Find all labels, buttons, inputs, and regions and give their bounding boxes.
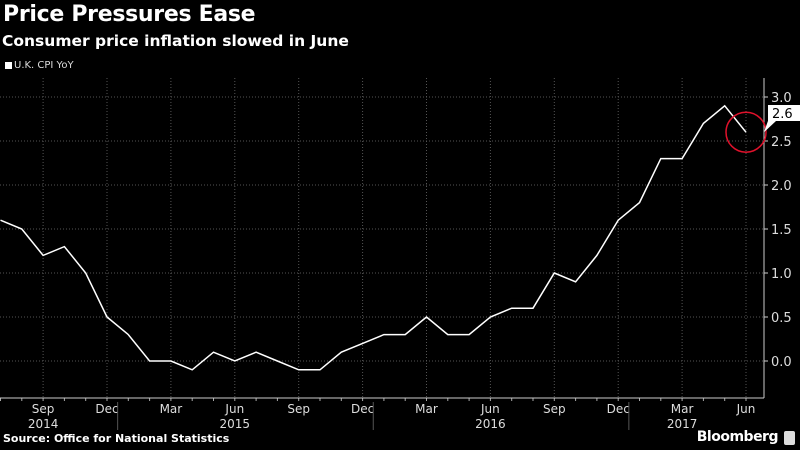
legend-swatch-icon [5,62,12,69]
x-tick-label: Sep [543,402,566,416]
x-tick-label: Sep [32,402,55,416]
legend: U.K. CPI YoY [5,60,74,71]
x-year-label: 2014 [28,417,59,431]
source-note: Source: Office for National Statistics [3,432,230,445]
highlight-circle [725,111,767,153]
x-tick-label: Dec [351,402,374,416]
legend-label: U.K. CPI YoY [14,60,74,71]
x-year-label: 2017 [667,417,698,431]
y-tick-label: 0.0 [771,355,792,370]
x-tick-label: Dec [607,402,630,416]
y-tick-label: 0.5 [771,311,792,326]
x-year-label: 2016 [475,417,506,431]
y-tick-label: 2.0 [771,179,792,194]
x-tick-label: Mar [160,402,183,416]
x-tick-label: Jun [736,402,756,416]
y-tick-label: 3.0 [771,91,792,106]
x-tick-label: Mar [671,402,694,416]
brand-logo: Bloomberg [696,429,779,445]
last-value-label: 2.6 [772,107,793,122]
x-tick-label: Jun [224,402,244,416]
last-value-tag [768,105,800,121]
x-year-label: 2015 [220,417,251,431]
x-tick-label: Dec [95,402,118,416]
x-tick-label: Sep [287,402,310,416]
y-tick-label: 2.5 [771,135,792,150]
x-tick-label: Mar [415,402,438,416]
y-tick-label: 1.0 [771,267,792,282]
x-tick-label: Jun [480,402,500,416]
y-tick-label: 1.5 [771,223,792,238]
last-value-pointer [764,118,776,133]
bloomberg-terminal-icon [784,431,795,445]
chart-title: Price Pressures Ease [3,2,256,27]
chart-subtitle: Consumer price inflation slowed in June [2,32,349,50]
series-line-uk-cpi [0,104,747,371]
